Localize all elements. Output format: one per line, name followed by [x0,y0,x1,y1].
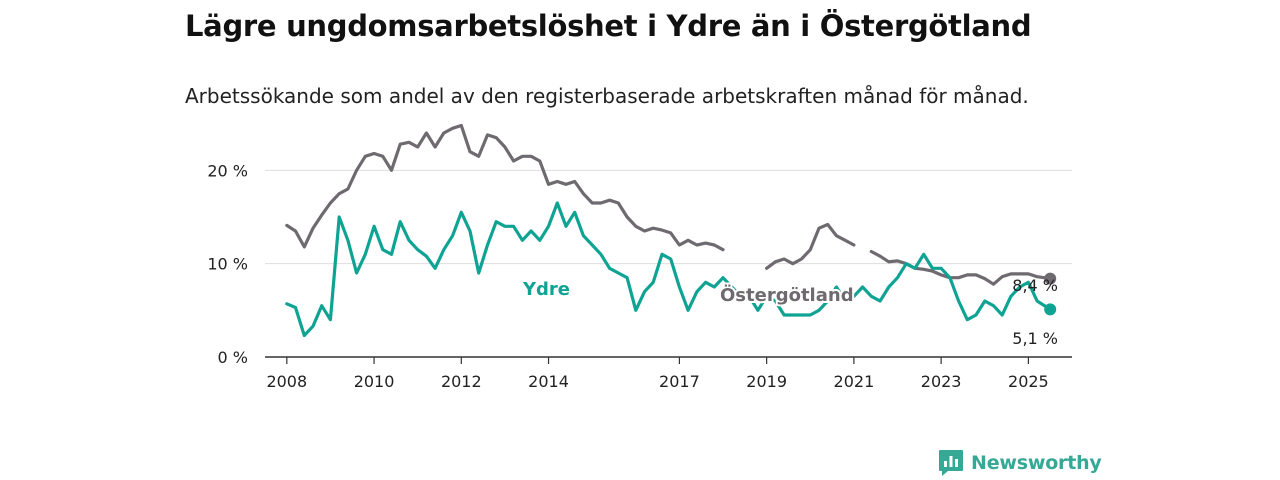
end-value-label-ostergotland: 8,4 % [1012,276,1058,295]
x-tick-label: 2012 [441,372,482,391]
end-value-label-ydre: 5,1 % [1012,329,1058,348]
x-tick-label: 2021 [834,372,875,391]
axes: 0 % 10 % 20 % 2008 2010 2012 2014 2017 2019 2021 2… [207,161,1072,391]
x-tick-label: 2014 [528,372,569,391]
series-line-ostergotland [285,123,1052,286]
x-tick-label: 2023 [921,372,962,391]
series-lines [285,123,1057,338]
series-labels: Ydre Östergötland 8,4 % 5,1 % [520,276,1058,348]
y-tick-label: 20 % [207,161,248,180]
chart-title: Lägre ungdomsarbetslöshet i Ydre än i Ös… [185,9,1032,43]
series-line-ydre [285,201,1052,338]
x-tick-label: 2008 [266,372,307,391]
end-point-ostergotland [1044,272,1057,285]
y-tick-label: 10 % [207,255,248,274]
x-tick-label: 2017 [659,372,700,391]
x-tick-label: 2019 [746,372,787,391]
x-tick-label: 2025 [1008,372,1049,391]
brand-name: Newsworthy [971,452,1102,474]
gridlines [265,169,1072,265]
newsworthy-brand: Newsworthy [938,449,1102,477]
chart-subtitle: Arbetssökande som andel av den registerb… [185,84,1029,108]
series-label-ydre: Ydre [522,279,570,300]
series-label-ostergotland: Östergötland [720,284,854,306]
y-tick-label: 0 % [218,348,248,367]
x-tick-label: 2010 [354,372,395,391]
end-point-ydre [1044,303,1057,316]
newsworthy-logo-icon [939,450,963,476]
